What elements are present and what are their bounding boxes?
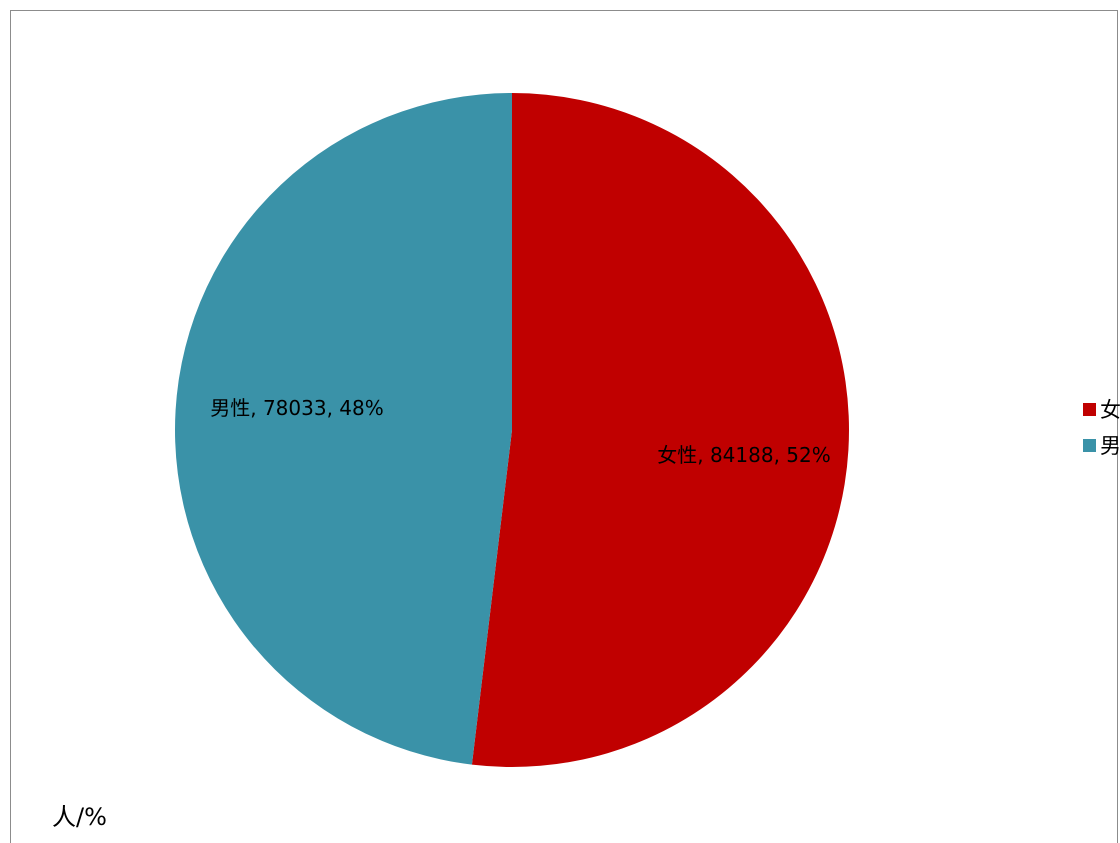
data-label-female: 女性, 84188, 52% xyxy=(657,443,831,467)
legend-swatch-male xyxy=(1083,438,1096,452)
pie-slice-female xyxy=(471,93,849,767)
legend-label-female: 女性 xyxy=(1100,398,1120,422)
legend-item-female: 女性 xyxy=(1083,391,1120,427)
data-label-male: 男性, 78033, 48% xyxy=(210,396,384,420)
legend-label-male: 男性 xyxy=(1100,434,1120,458)
legend-swatch-female xyxy=(1083,402,1096,416)
legend: 女性 男性 xyxy=(1083,391,1120,463)
pie-slice-male xyxy=(174,93,512,765)
legend-item-male: 男性 xyxy=(1083,427,1120,463)
unit-label: 人/% xyxy=(52,803,107,831)
